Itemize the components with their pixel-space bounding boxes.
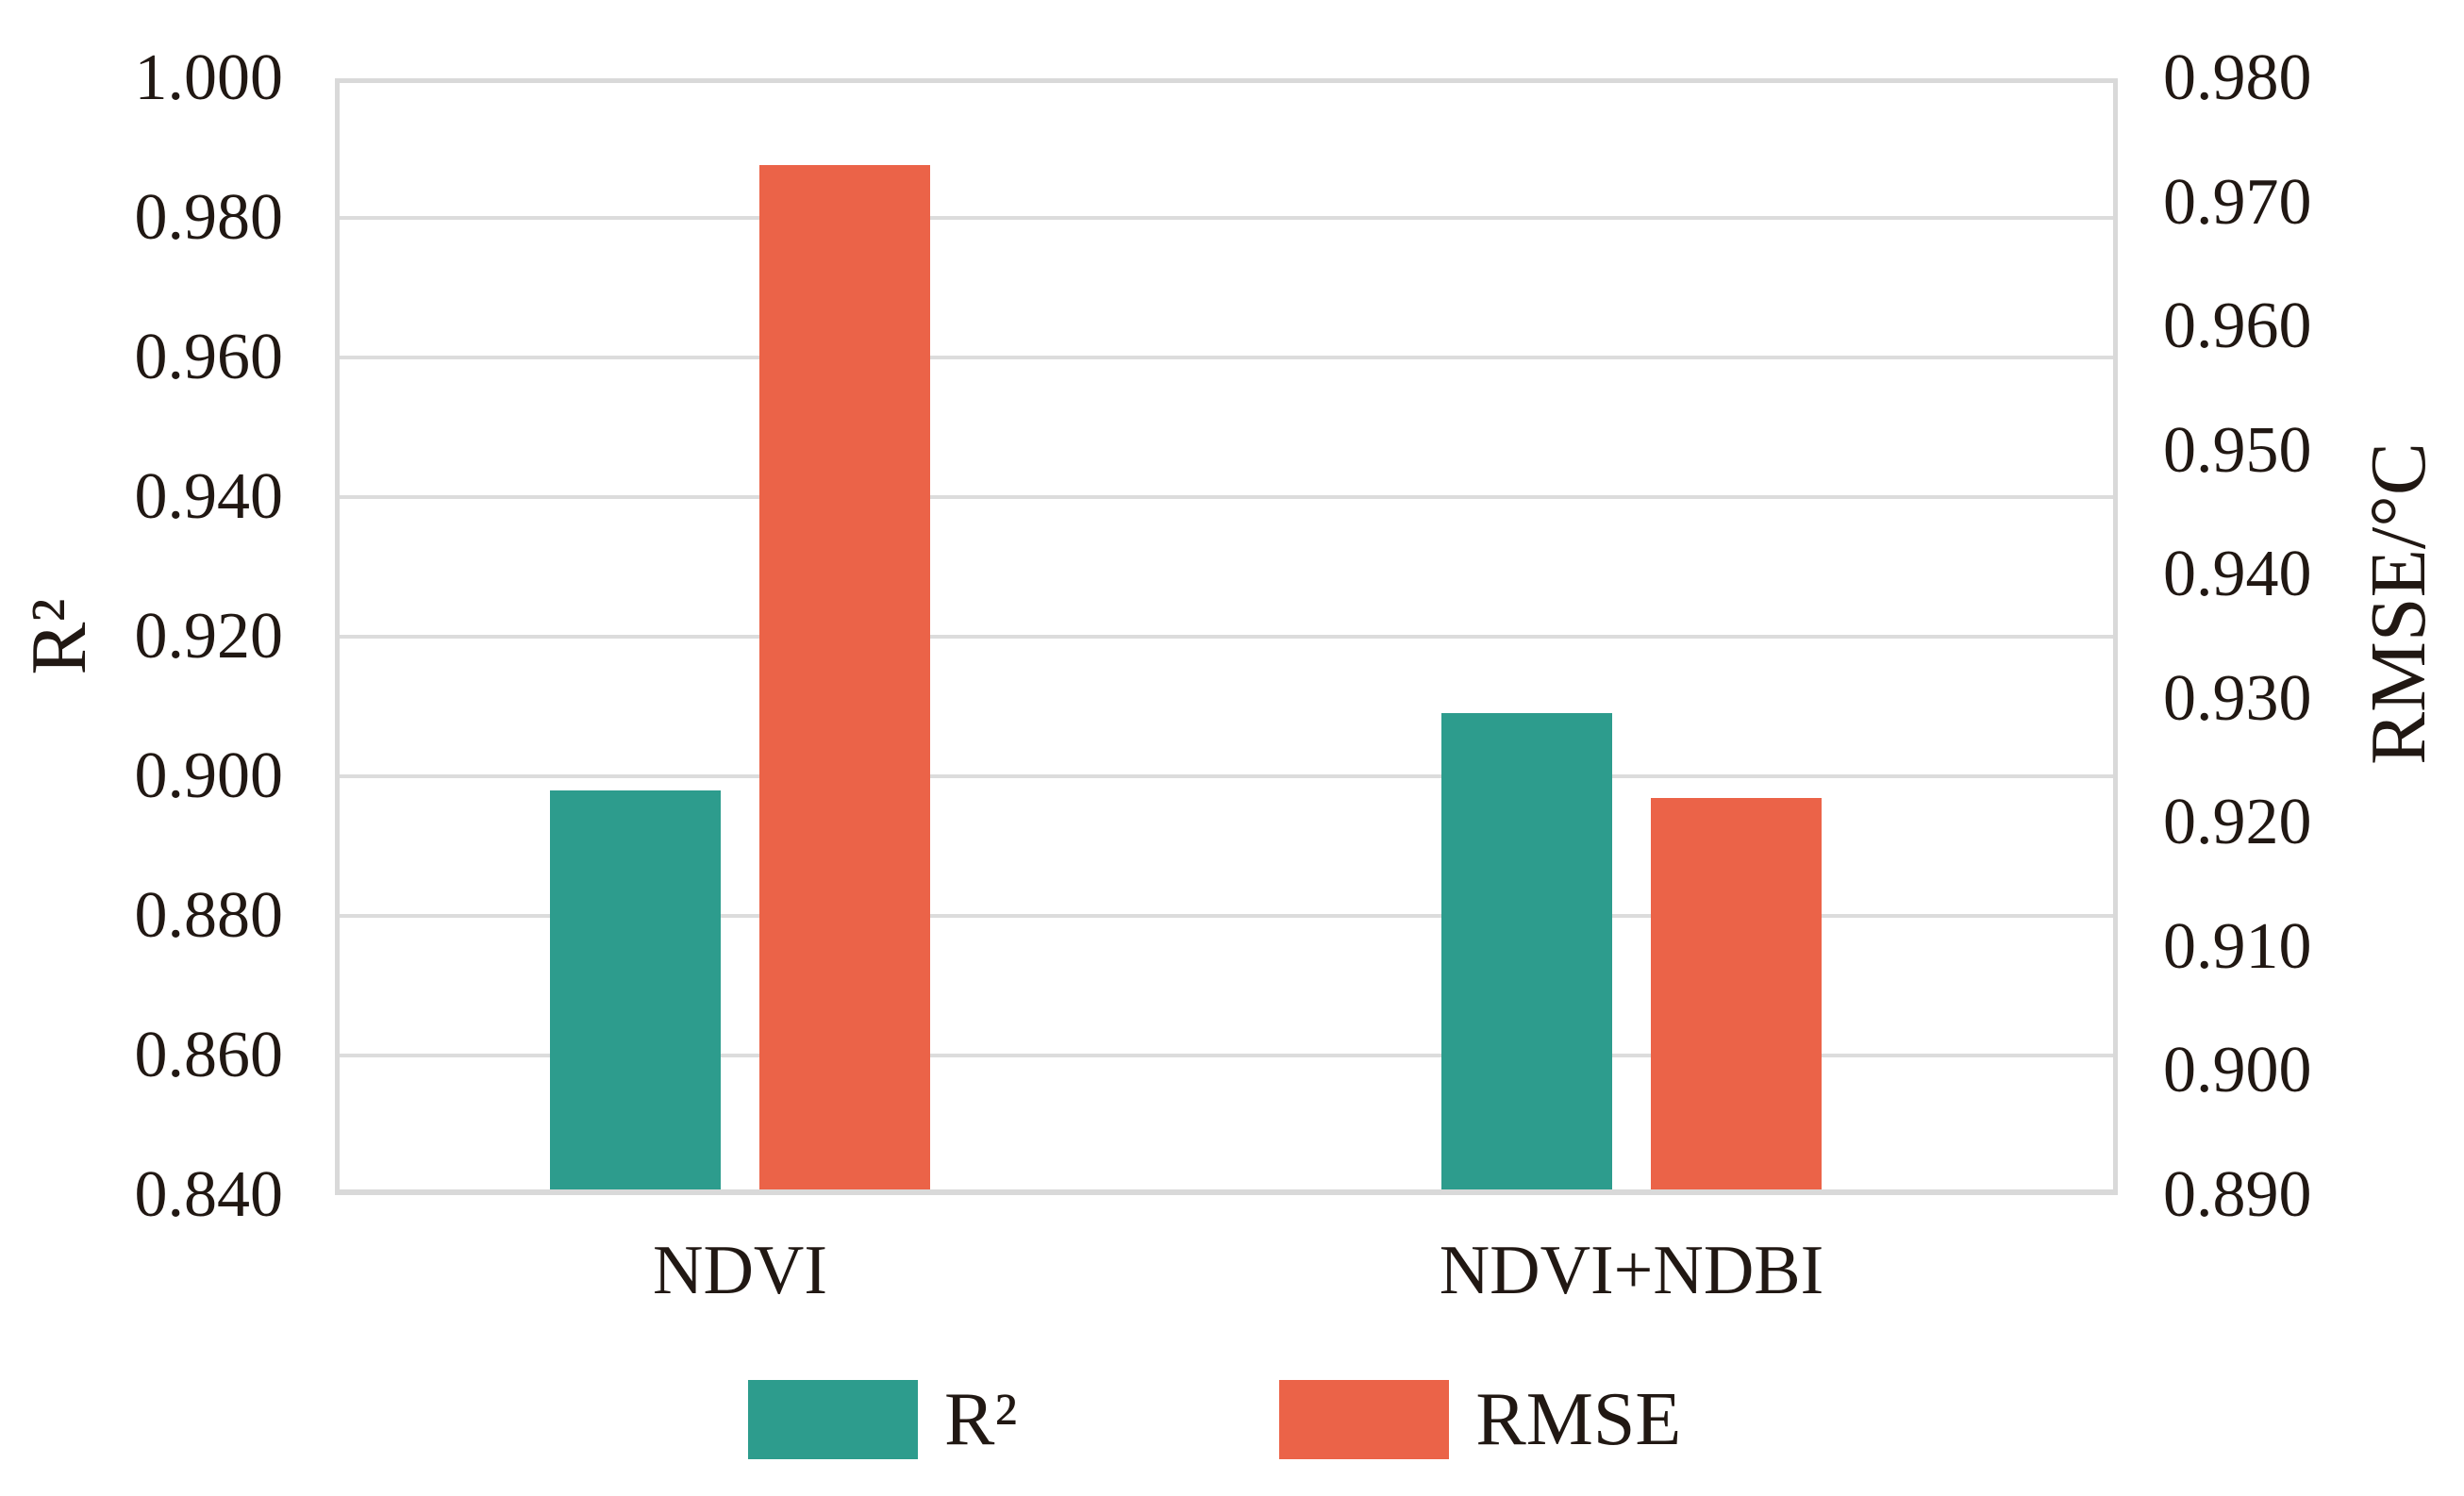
category-label-ndvi+ndbi: NDVI+NDBI — [1439, 1232, 1824, 1309]
right-tick-label: 0.910 — [2163, 909, 2312, 983]
right-tick-label: 0.970 — [2163, 165, 2312, 239]
gridline — [335, 356, 2118, 359]
right-tick-label: 0.940 — [2163, 538, 2312, 611]
right-tick-label: 0.920 — [2163, 786, 2312, 859]
right-tick-label: 0.950 — [2163, 413, 2312, 487]
legend-label-r²: R² — [944, 1378, 1018, 1461]
legend-label-rmse: RMSE — [1475, 1378, 1682, 1461]
left-tick-label: 0.960 — [134, 321, 284, 393]
x-axis-line — [335, 1189, 2118, 1195]
bar-rmse-ndvi+ndbi — [1651, 798, 1822, 1189]
right-tick-label: 0.900 — [2163, 1034, 2312, 1107]
left-tick-label: 1.000 — [134, 42, 284, 114]
gridline — [335, 774, 2118, 778]
right-tick-label: 0.930 — [2163, 661, 2312, 735]
plot-frame-right — [2113, 78, 2118, 1195]
legend-swatch-r² — [748, 1380, 918, 1459]
bar-rmse-ndvi — [759, 165, 930, 1189]
category-label-ndvi: NDVI — [653, 1232, 827, 1309]
left-tick-label: 0.900 — [134, 740, 284, 812]
right-tick-label: 0.890 — [2163, 1158, 2312, 1231]
right-tick-label: 0.980 — [2163, 42, 2312, 114]
legend-item-r²: R² — [748, 1375, 1017, 1464]
left-tick-label: 0.940 — [134, 460, 284, 533]
legend-item-rmse: RMSE — [1279, 1375, 1681, 1464]
left-tick-label: 0.980 — [134, 181, 284, 254]
gridline — [335, 635, 2118, 639]
left-tick-label: 0.880 — [134, 879, 284, 952]
gridline — [335, 1054, 2118, 1057]
left-tick-label: 0.920 — [134, 600, 284, 673]
plot-frame-left — [335, 78, 340, 1195]
bar-r²-ndvi+ndbi — [1441, 713, 1612, 1189]
legend: R² RMSE — [748, 1375, 1681, 1464]
plot-frame-top — [335, 78, 2118, 83]
right-tick-label: 0.960 — [2163, 290, 2312, 363]
plot-area — [335, 78, 2118, 1195]
legend-swatch-rmse — [1279, 1380, 1450, 1459]
left-tick-label: 0.840 — [134, 1158, 284, 1231]
bar-r²-ndvi — [550, 790, 721, 1189]
gridline — [335, 216, 2118, 220]
gridline — [335, 914, 2118, 918]
left-tick-label: 0.860 — [134, 1019, 284, 1091]
gridline — [335, 495, 2118, 499]
